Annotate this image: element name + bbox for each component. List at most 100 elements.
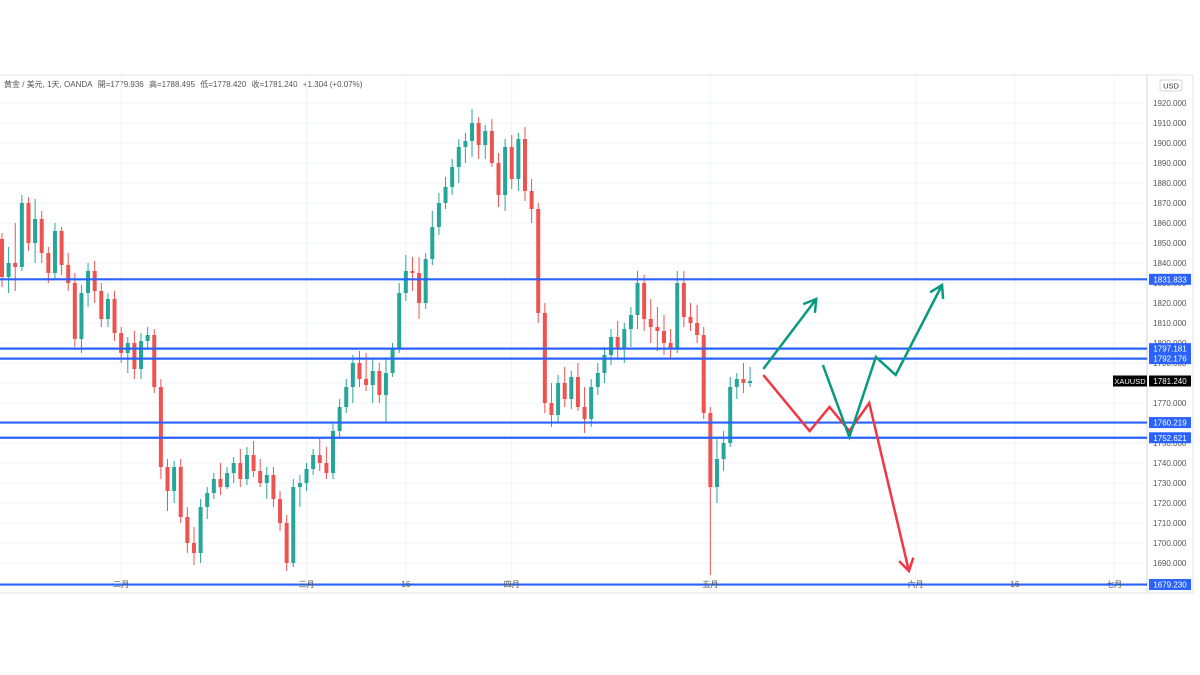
candle-body <box>271 475 276 499</box>
candle-body <box>403 271 408 293</box>
support-1760-tag <box>1149 417 1191 429</box>
candle-body <box>350 363 355 387</box>
x-tick-label: 三月 <box>299 580 315 589</box>
x-tick-label: 四月 <box>504 580 520 589</box>
candle-body <box>569 377 574 399</box>
candle-body <box>112 299 117 333</box>
candle-body <box>331 431 335 473</box>
candlestick-series <box>0 109 753 575</box>
candle-body <box>681 283 686 317</box>
candle-body <box>463 141 468 147</box>
candle-body <box>158 387 163 467</box>
support-1752-tag <box>1149 432 1191 444</box>
candle-body <box>324 463 329 473</box>
candle-body <box>609 337 614 355</box>
candle-body <box>311 455 316 469</box>
y-tick-label: 1860.000 <box>1153 219 1187 228</box>
y-tick-label: 1820.000 <box>1153 299 1187 308</box>
candle-body <box>178 467 183 517</box>
candle-body <box>165 467 170 491</box>
candle-body <box>105 299 110 319</box>
candle-body <box>46 253 51 273</box>
candle-body <box>139 341 144 369</box>
candle-body <box>516 139 521 179</box>
projection-arrows[interactable] <box>762 282 945 574</box>
bull-arrow-short-head <box>802 297 818 314</box>
candle-body <box>79 293 84 339</box>
candle-body <box>708 413 713 487</box>
resistance-1792-tag-label: 1792.176 <box>1153 355 1187 364</box>
candle-body <box>377 371 382 395</box>
candle-body <box>258 471 263 483</box>
candle-body <box>615 337 620 349</box>
support-1752-tag-label: 1752.621 <box>1153 434 1187 443</box>
high-value: 高=1788.495 <box>148 80 196 89</box>
candle-body <box>662 331 666 343</box>
x-tick-label: 五月 <box>702 580 718 589</box>
currency-badge[interactable] <box>1159 79 1183 92</box>
bull-arrow-short-path[interactable] <box>762 298 818 370</box>
support-1679-tag <box>1149 579 1191 591</box>
y-tick-label: 1890.000 <box>1153 159 1187 168</box>
candle-body <box>244 455 249 479</box>
candle-body <box>284 523 289 563</box>
bear-arrow-long-path[interactable] <box>762 374 911 572</box>
candle-body <box>503 147 508 195</box>
candle-body <box>562 383 567 399</box>
candle-body <box>430 227 435 259</box>
candle-body <box>655 327 660 331</box>
close-value: 收=1781.240 <box>251 80 298 89</box>
currency-label: USD <box>1163 82 1179 91</box>
price-axis[interactable]: 1690.000 1700.000 1710.000 1720.000 1730.000… <box>1153 99 1187 568</box>
candle-body <box>695 323 700 335</box>
y-tick-label: 1700.000 <box>1153 539 1187 548</box>
candle-body <box>33 219 38 243</box>
resistance-1792-tag <box>1149 353 1191 365</box>
resistance-1797-tag <box>1149 343 1191 355</box>
candle-body <box>436 203 441 227</box>
candle-body <box>489 131 494 163</box>
x-tick-label: 16 <box>1010 580 1019 589</box>
y-tick-label: 1750.000 <box>1153 439 1187 448</box>
candle-body <box>231 463 236 473</box>
candle-body <box>19 203 24 267</box>
candle-body <box>0 239 4 277</box>
candle-body <box>549 403 554 415</box>
candle-body <box>225 473 230 487</box>
low-value: 低=1778.420 <box>200 80 247 89</box>
candle-body <box>748 381 753 383</box>
support-1760-tag-label: 1760.219 <box>1153 419 1187 428</box>
candle-body <box>205 493 210 507</box>
candle-body <box>483 131 488 145</box>
bear-arrow-long-head <box>898 557 915 574</box>
candle-body <box>72 283 77 339</box>
y-tick-label: 1770.000 <box>1153 399 1187 408</box>
candle-body <box>721 443 726 459</box>
candle-body <box>304 469 309 483</box>
candle-body <box>648 319 653 327</box>
candle-body <box>734 379 739 387</box>
candle-body <box>291 487 296 563</box>
time-axis[interactable]: 二月三月16四月五月六月16七月16八月17九月16十月十一月16十二月 <box>113 579 1200 589</box>
candle-body <box>317 455 322 463</box>
bull-arrow-long-path[interactable] <box>821 284 944 441</box>
candle-body <box>119 333 124 353</box>
last-price-tag <box>1149 375 1191 387</box>
candle-body <box>556 383 561 415</box>
candle-body <box>582 407 587 419</box>
horizontal-levels[interactable] <box>0 278 1147 586</box>
candle-body <box>728 387 733 443</box>
resistance-1797-tag-label: 1797.181 <box>1153 345 1187 354</box>
candle-body <box>211 479 216 493</box>
candle-body <box>198 507 203 553</box>
candle-body <box>390 349 395 373</box>
candle-body <box>278 499 283 523</box>
candle-body <box>741 379 746 383</box>
y-tick-label: 1840.000 <box>1153 259 1187 268</box>
y-tick-label: 1870.000 <box>1153 199 1187 208</box>
candle-body <box>185 517 190 543</box>
candle-body <box>397 293 402 349</box>
y-tick-label: 1910.000 <box>1153 119 1187 128</box>
